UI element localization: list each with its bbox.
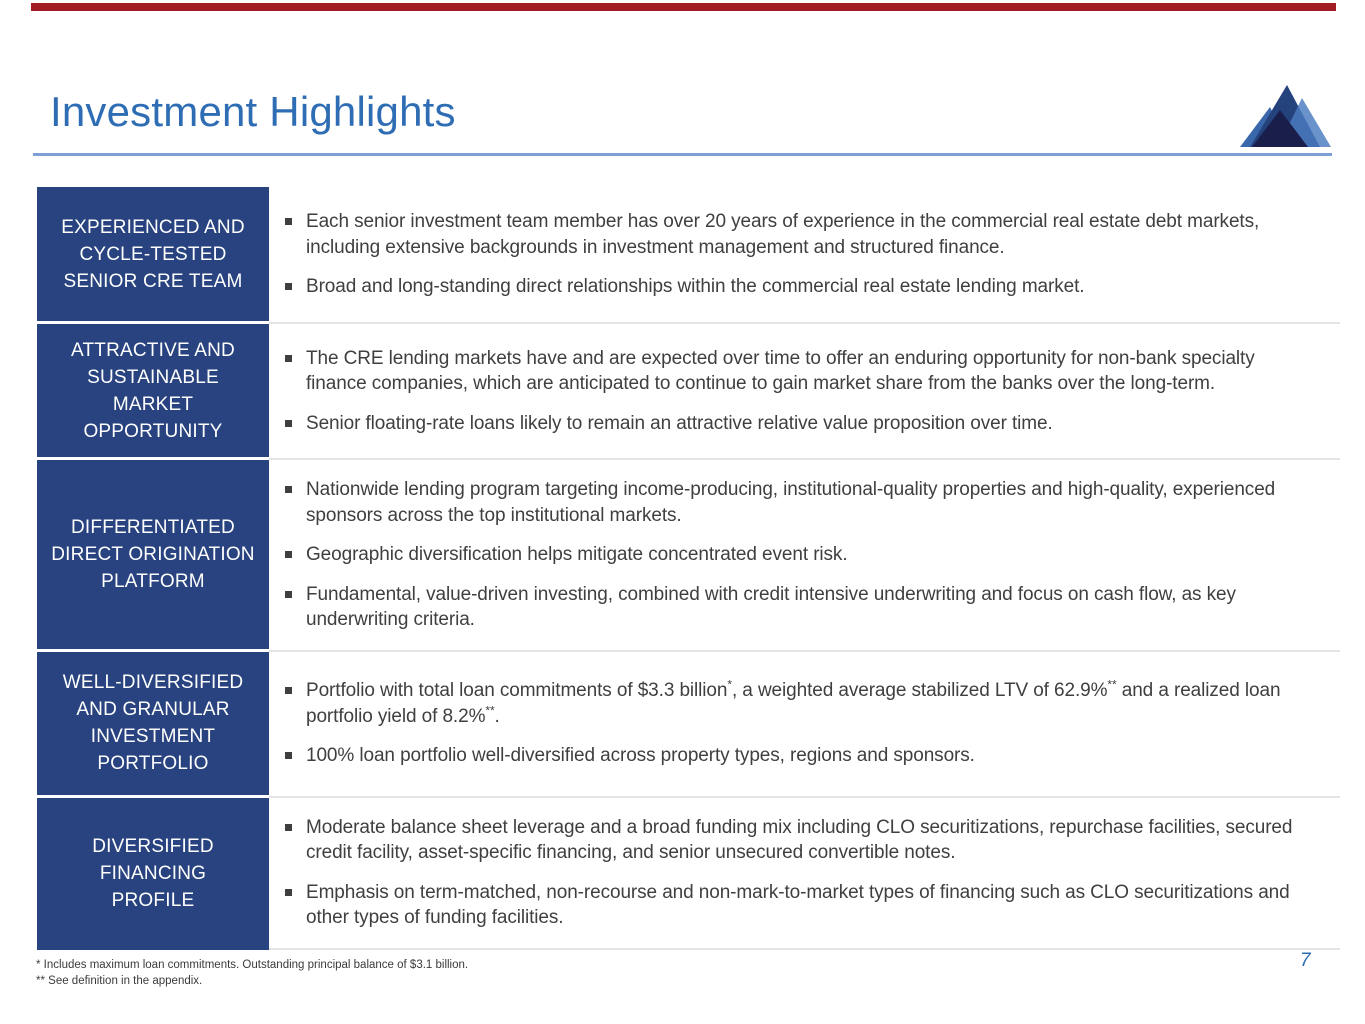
bullet-text: Nationwide lending program targeting inc… bbox=[306, 479, 1276, 526]
bullet-text: The CRE lending markets have and are exp… bbox=[306, 347, 1255, 395]
bullet-square-icon bbox=[285, 888, 292, 896]
footnote-line-1: * Includes maximum loan commitments. Out… bbox=[36, 959, 469, 971]
row-category-label: DIVERSIFIED FINANCING PROFILE bbox=[37, 797, 269, 950]
table-row: WELL-DIVERSIFIED AND GRANULAR INVESTMENT PO… bbox=[37, 651, 1340, 798]
bullet-item: Each senior investment team member has o… bbox=[283, 209, 1334, 260]
bullet-text: Fundamental, value-driven investing, com… bbox=[306, 583, 1236, 631]
row-bullet-list: Nationwide lending program targeting inc… bbox=[269, 460, 1340, 652]
label-line: CYCLE-TESTED bbox=[79, 243, 227, 265]
table-row: EXPERIENCED AND CYCLE-TESTED SENIOR CRE TE… bbox=[37, 187, 1340, 324]
row-bullet-list: Moderate balance sheet leverage and a br… bbox=[269, 798, 1340, 950]
bullet-text: Each senior investment team member has o… bbox=[306, 211, 1260, 258]
bullet-text: Emphasis on term-matched, non-recourse a… bbox=[306, 881, 1290, 929]
row-bullet-list: The CRE lending markets have and are exp… bbox=[269, 324, 1340, 460]
bullet-item: 100% loan portfolio well-diversified acr… bbox=[283, 743, 1334, 769]
bullet-item: Fundamental, value-driven investing, com… bbox=[283, 582, 1334, 633]
bullet-item: Portfolio with total loan commitments of… bbox=[283, 678, 1334, 729]
logo-dark-base bbox=[1252, 110, 1308, 147]
bullet-text: Moderate balance sheet leverage and a br… bbox=[306, 816, 1293, 864]
bullet-item: The CRE lending markets have and are exp… bbox=[283, 346, 1334, 397]
bullet-item: Senior floating-rate loans likely to rem… bbox=[283, 411, 1334, 437]
bullet-square-icon bbox=[285, 218, 292, 226]
row-bullet-list: Each senior investment team member has o… bbox=[269, 187, 1340, 324]
title-divider-rule bbox=[33, 153, 1332, 156]
company-mountain-logo bbox=[1240, 85, 1331, 147]
bullet-square-icon bbox=[285, 687, 292, 695]
label-line: EXPERIENCED AND bbox=[61, 216, 245, 238]
label-line: MARKET bbox=[112, 393, 194, 415]
label-line: OPPORTUNITY bbox=[83, 420, 223, 442]
bullet-text: 100% loan portfolio well-diversified acr… bbox=[306, 745, 975, 767]
bullet-text: Portfolio with total loan commitments of… bbox=[306, 677, 1281, 727]
label-line: PORTFOLIO bbox=[97, 753, 209, 774]
bullet-text: Senior floating-rate loans likely to rem… bbox=[306, 412, 1053, 434]
label-line: DIFFERENTIATED bbox=[71, 516, 235, 538]
top-accent-bar bbox=[31, 3, 1336, 11]
bullet-square-icon bbox=[285, 752, 292, 760]
bullet-text: Geographic diversification helps mitigat… bbox=[306, 544, 848, 565]
row-category-label: WELL-DIVERSIFIED AND GRANULAR INVESTMENT PO… bbox=[37, 651, 269, 798]
label-line: PROFILE bbox=[111, 890, 195, 911]
row-category-label: ATTRACTIVE AND SUSTAINABLE MARKET OPPORTUNI… bbox=[37, 324, 269, 460]
bullet-item: Geographic diversification helps mitigat… bbox=[283, 542, 1334, 568]
bullet-square-icon bbox=[285, 419, 292, 427]
label-line: DIVERSIFIED bbox=[92, 836, 214, 857]
row-bullet-list: Portfolio with total loan commitments of… bbox=[269, 652, 1340, 798]
highlights-table: EXPERIENCED AND CYCLE-TESTED SENIOR CRE TE… bbox=[37, 187, 1340, 950]
footnotes: * Includes maximum loan commitments. Out… bbox=[36, 958, 468, 989]
label-line: DIRECT ORIGINATION bbox=[51, 543, 255, 565]
bullet-square-icon bbox=[285, 823, 292, 831]
bullet-square-icon bbox=[285, 354, 292, 362]
label-line: INVESTMENT bbox=[90, 726, 216, 747]
bullet-square-icon bbox=[285, 590, 292, 598]
label-line: SUSTAINABLE bbox=[87, 366, 219, 388]
table-row: DIFFERENTIATED DIRECT ORIGINATION PLATFORM… bbox=[37, 460, 1340, 652]
label-line: FINANCING bbox=[99, 863, 207, 884]
bullet-text: Broad and long-standing direct relations… bbox=[306, 276, 1085, 298]
footnote-line-2: ** See definition in the appendix. bbox=[36, 974, 203, 987]
label-line: SENIOR CRE TEAM bbox=[63, 270, 243, 292]
bullet-item: Broad and long-standing direct relations… bbox=[283, 274, 1334, 300]
bullet-square-icon bbox=[285, 283, 292, 291]
page-title: Investment Highlights bbox=[50, 88, 456, 135]
bullet-square-icon bbox=[285, 551, 292, 558]
label-line: AND GRANULAR bbox=[76, 699, 230, 720]
bullet-item: Nationwide lending program targeting inc… bbox=[283, 477, 1334, 528]
bullet-square-icon bbox=[285, 486, 292, 493]
page-number: 7 bbox=[1300, 950, 1311, 971]
row-category-label: EXPERIENCED AND CYCLE-TESTED SENIOR CRE TE… bbox=[37, 187, 269, 324]
label-line: ATTRACTIVE AND bbox=[71, 339, 235, 361]
label-line: PLATFORM bbox=[101, 570, 205, 592]
bullet-item: Moderate balance sheet leverage and a br… bbox=[283, 815, 1334, 866]
table-row: ATTRACTIVE AND SUSTAINABLE MARKET OPPORTUNI… bbox=[37, 324, 1340, 460]
table-row: DIVERSIFIED FINANCING PROFILE Moderate bal… bbox=[37, 797, 1340, 950]
label-line: WELL-DIVERSIFIED bbox=[62, 672, 244, 693]
bullet-item: Emphasis on term-matched, non-recourse a… bbox=[283, 880, 1334, 931]
row-category-label: DIFFERENTIATED DIRECT ORIGINATION PLATFORM bbox=[37, 460, 269, 652]
